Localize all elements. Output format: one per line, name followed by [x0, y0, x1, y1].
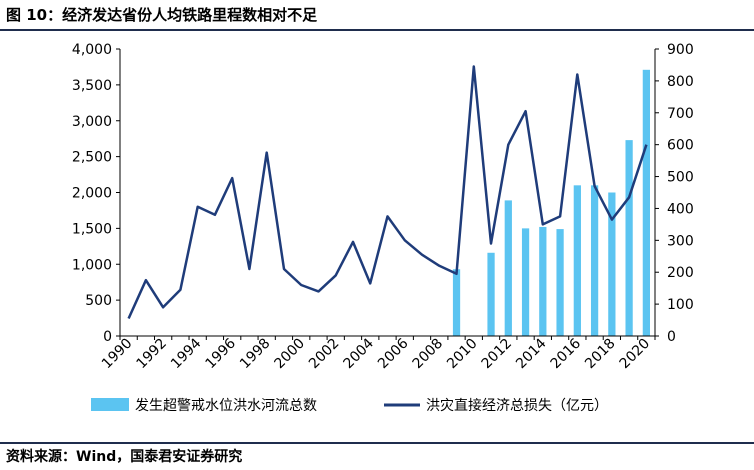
left-tick-label: 2,500 [72, 150, 112, 166]
bar-2011 [487, 252, 495, 336]
left-tick-label: 1,500 [72, 221, 112, 237]
legend-line-label: 洪灾直接经济总损失（亿元） [426, 397, 608, 414]
bar-2017 [590, 185, 599, 336]
source-note: 资料来源：Wind，国泰君安证券研究 [6, 449, 243, 465]
bar-2015 [556, 229, 564, 336]
x-tick-label: 2010 [444, 336, 481, 373]
x-tick-label: 1998 [237, 336, 274, 373]
left-tick-label: 1,000 [72, 257, 112, 273]
bar-2014 [539, 226, 547, 336]
right-tick-label: 200 [667, 265, 694, 281]
right-tick-label: 100 [667, 297, 694, 313]
bar-2018 [608, 192, 616, 336]
legend-bar-swatch [91, 398, 129, 411]
x-tick-label: 1992 [133, 336, 170, 373]
right-tick-label: 700 [667, 106, 694, 122]
x-tick-label: 1996 [202, 335, 239, 372]
bar-2020 [642, 69, 650, 337]
right-tick-label: 300 [667, 233, 694, 249]
chart-title: 图 10：经济发达省份人均铁路里程数相对不足 [6, 6, 318, 24]
right-tick-label: 0 [667, 329, 676, 345]
x-tick-label: 2014 [513, 335, 550, 372]
x-tick-label: 2016 [548, 335, 585, 372]
left-tick-label: 4,000 [72, 42, 112, 58]
x-tick-label: 2018 [582, 336, 619, 373]
left-tick-label: 2,000 [72, 186, 112, 202]
right-tick-label: 800 [667, 74, 694, 90]
right-tick-label: 400 [667, 201, 694, 217]
chart: 0 500 1,000 1,500 2,000 2,500 3,000 3,500 4,000 0… [72, 42, 694, 414]
right-tick-label: 500 [667, 170, 694, 186]
bar-2009 [452, 269, 461, 336]
x-tick-label: 2012 [479, 336, 516, 373]
bar-2016 [573, 185, 581, 336]
left-tick-label: 3,000 [72, 114, 112, 130]
left-tick-label: 500 [85, 293, 112, 309]
bar-2013 [521, 228, 530, 336]
right-tick-label: 600 [667, 138, 694, 154]
x-tick-label: 2008 [410, 336, 447, 373]
left-tick-label: 3,500 [72, 78, 112, 94]
bar-2012 [504, 200, 512, 336]
x-tick-label: 2020 [617, 336, 654, 373]
bar-2019 [625, 140, 633, 336]
right-tick-label: 900 [667, 42, 694, 58]
legend-bar-label: 发生超警戒水位洪水河流总数 [135, 398, 317, 414]
x-tick-label: 2006 [375, 335, 412, 372]
x-tick-label: 2002 [306, 336, 343, 373]
title-rule [0, 29, 754, 31]
x-tick-label: 2004 [341, 335, 378, 372]
source-rule [0, 442, 754, 444]
loss-line [127, 65, 648, 320]
x-tick-label: 1994 [168, 335, 205, 372]
x-tick-label: 2000 [272, 336, 309, 373]
left-tick-label: 0 [103, 329, 112, 345]
